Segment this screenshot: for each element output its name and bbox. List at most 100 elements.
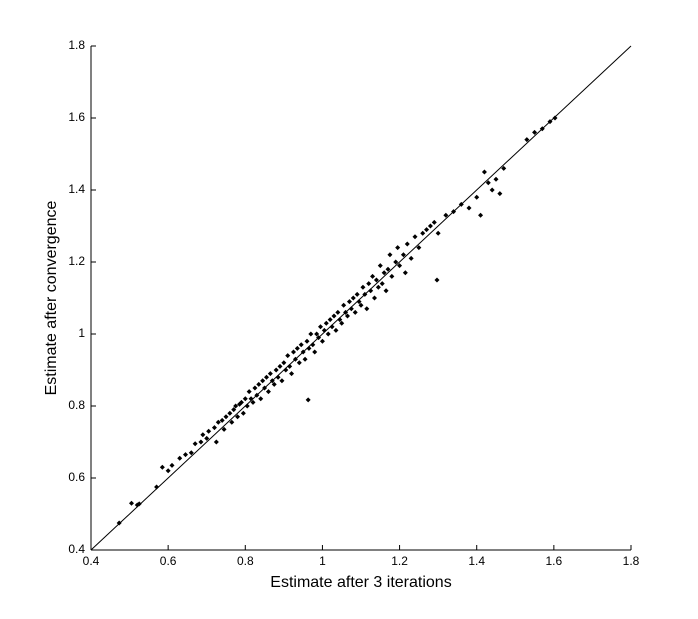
point [397, 263, 403, 269]
point [420, 230, 426, 236]
point [547, 119, 553, 125]
point [283, 367, 289, 373]
point [204, 435, 210, 441]
point [321, 327, 327, 333]
point [327, 317, 333, 323]
point [350, 295, 356, 301]
x-tick-label: 0.6 [160, 554, 177, 568]
x-tick-label: 1.8 [623, 554, 640, 568]
point [305, 397, 311, 403]
point [364, 306, 370, 312]
point [532, 129, 538, 135]
point [389, 273, 395, 279]
point [402, 270, 408, 276]
y-axis-title: Estimate after convergence [43, 201, 60, 396]
point [277, 363, 283, 369]
point [377, 263, 383, 269]
point [116, 520, 122, 526]
point [552, 115, 558, 121]
point [302, 356, 308, 362]
point [375, 284, 381, 290]
x-tick-label: 0.4 [83, 554, 100, 568]
y-tick-label: 1.2 [68, 254, 85, 268]
point [233, 403, 239, 409]
point [358, 302, 364, 308]
point [252, 385, 258, 391]
point [229, 419, 235, 425]
point [271, 381, 277, 387]
point [198, 439, 204, 445]
point [227, 410, 233, 416]
point [238, 399, 244, 405]
point [300, 349, 306, 355]
point [337, 317, 343, 323]
y-tick-label: 0.4 [68, 542, 85, 556]
point [387, 252, 393, 258]
point [275, 374, 281, 380]
point [408, 255, 414, 261]
point [136, 501, 142, 507]
y-tick-label: 0.6 [68, 470, 85, 484]
point [379, 281, 385, 287]
point [412, 234, 418, 240]
point [281, 360, 287, 366]
point [310, 342, 316, 348]
point [325, 331, 331, 337]
point [165, 468, 171, 474]
point [267, 371, 273, 377]
x-axis-title: Estimate after 3 iterations [270, 574, 451, 591]
point [296, 360, 302, 366]
point [474, 194, 480, 200]
point [329, 324, 335, 330]
point [262, 385, 268, 391]
point [235, 414, 241, 420]
point [524, 137, 530, 143]
point [427, 223, 433, 229]
point [339, 320, 345, 326]
point [424, 227, 430, 233]
point [159, 464, 165, 470]
point [493, 176, 499, 182]
point [400, 252, 406, 258]
point [188, 450, 194, 456]
point [264, 374, 269, 380]
point [341, 302, 347, 308]
y-tick-label: 1.4 [68, 182, 85, 196]
y-tick-label: 1.8 [68, 38, 85, 52]
point [129, 500, 134, 506]
point [343, 309, 349, 315]
point [381, 270, 387, 276]
point [431, 219, 437, 225]
point [370, 273, 376, 279]
point [294, 345, 300, 351]
point [354, 291, 360, 297]
point [200, 432, 206, 438]
point [393, 259, 399, 265]
point [501, 165, 507, 171]
point [539, 126, 545, 132]
point [248, 396, 254, 402]
point [242, 396, 248, 402]
point [318, 324, 323, 330]
point [287, 363, 293, 369]
point [404, 241, 410, 247]
point [250, 399, 256, 405]
point [348, 306, 354, 312]
point [254, 392, 260, 398]
point [323, 320, 329, 326]
point [298, 342, 304, 348]
point [497, 191, 503, 197]
point [312, 349, 318, 355]
point [395, 245, 401, 251]
x-tick-label: 1.6 [546, 554, 563, 568]
point [366, 281, 372, 287]
point [458, 201, 464, 207]
y-tick-label: 1 [78, 326, 85, 340]
y-tick-label: 0.8 [68, 398, 85, 412]
point [169, 462, 175, 468]
point [368, 288, 374, 294]
x-tick-label: 1.4 [468, 554, 485, 568]
point [362, 291, 368, 297]
point [352, 309, 358, 315]
